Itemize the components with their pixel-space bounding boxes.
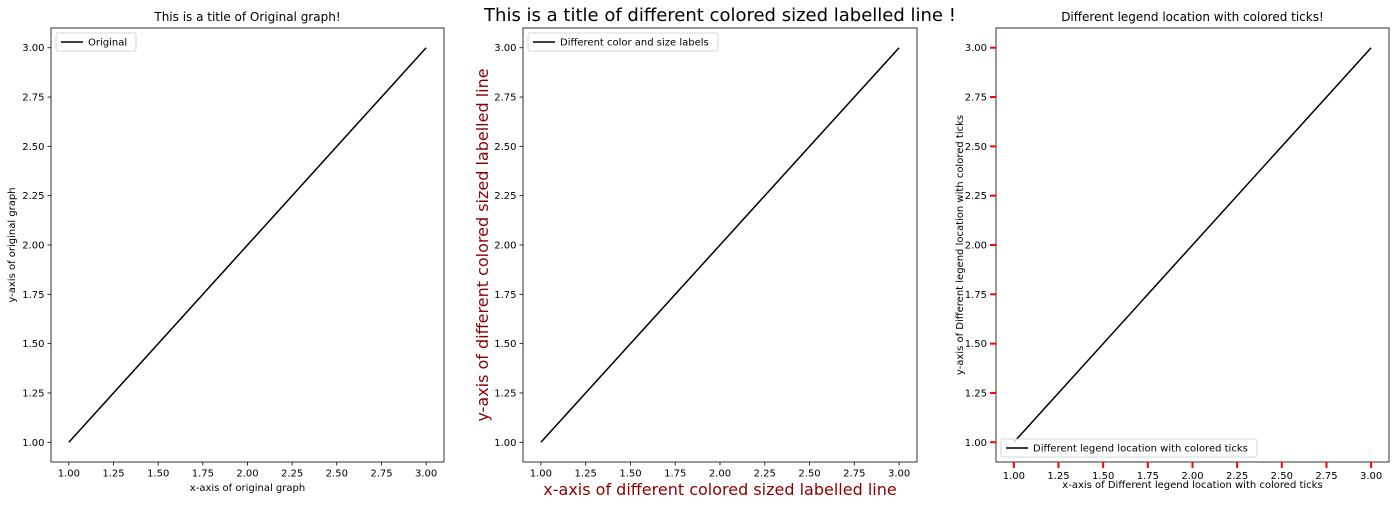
y-axis-label: y-axis of Different legend location with…	[955, 115, 966, 375]
y-tick-label: 2.25	[965, 191, 987, 202]
subplot-2: This is a title of different colored siz…	[473, 5, 956, 499]
x-tick-label: 1.00	[1003, 471, 1025, 482]
x-tick-label: 2.50	[326, 469, 348, 480]
y-tick-label: 2.50	[965, 142, 987, 153]
x-tick-label: 1.50	[147, 469, 169, 480]
x-tick-label: 2.00	[709, 469, 731, 480]
x-tick-label: 2.75	[843, 469, 865, 480]
legend-entry: Original	[88, 38, 127, 49]
x-tick-label: 2.50	[1271, 471, 1293, 482]
y-tick-label: 1.50	[965, 339, 987, 350]
y-tick-label: 1.25	[965, 388, 987, 399]
x-tick-label: 1.75	[1137, 471, 1159, 482]
series-line-1	[1013, 47, 1372, 443]
y-tick-label: 3.00	[494, 43, 516, 54]
x-tick-label: 2.25	[281, 469, 303, 480]
y-axis-label: y-axis of different colored sized labell…	[473, 68, 492, 421]
y-tick-label: 2.75	[494, 93, 516, 104]
series-line-1	[68, 47, 427, 443]
y-axis-label: y-axis of original graph	[7, 187, 18, 302]
y-tick-label: 2.25	[22, 191, 44, 202]
legend-box	[1000, 438, 1258, 458]
legend: Different color and size labels	[527, 32, 719, 52]
y-tick-label: 1.75	[494, 290, 516, 301]
y-tick-label: 1.50	[494, 339, 516, 350]
y-tick-label: 2.75	[22, 93, 44, 104]
y-tick-label: 1.00	[22, 438, 44, 449]
y-tick-label: 2.25	[494, 191, 516, 202]
y-tick-label: 3.00	[965, 43, 987, 54]
x-tick-label: 1.50	[619, 469, 641, 480]
y-tick-label: 2.50	[22, 142, 44, 153]
chart-title: This is a title of Original graph!	[153, 10, 340, 24]
y-tick-label: 1.00	[494, 438, 516, 449]
legend-entry: Different color and size labels	[560, 38, 709, 49]
x-tick-label: 2.75	[1315, 471, 1337, 482]
x-tick-label: 2.75	[370, 469, 392, 480]
y-tick-label: 2.00	[22, 241, 44, 252]
legend: Different legend location with colored t…	[1000, 438, 1258, 458]
chart-title: Different legend location with colored t…	[1061, 10, 1324, 24]
x-tick-label: 3.00	[1360, 471, 1382, 482]
y-tick-label: 2.75	[965, 93, 987, 104]
legend: Original	[55, 32, 137, 52]
x-axis-label: x-axis of original graph	[190, 483, 305, 494]
x-tick-label: 1.50	[1092, 471, 1114, 482]
y-tick-label: 1.00	[965, 438, 987, 449]
y-tick-label: 1.25	[494, 388, 516, 399]
x-tick-label: 3.00	[888, 469, 910, 480]
y-tick-label: 1.75	[965, 290, 987, 301]
x-tick-label: 1.75	[664, 469, 686, 480]
y-tick-label: 3.00	[22, 43, 44, 54]
x-tick-label: 2.00	[236, 469, 258, 480]
x-tick-label: 1.25	[575, 469, 597, 480]
subplot-3: Different legend location with colored t…	[955, 10, 1390, 491]
y-tick-label: 1.75	[22, 290, 44, 301]
x-tick-label: 2.00	[1181, 471, 1203, 482]
y-tick-label: 2.50	[494, 142, 516, 153]
y-tick-label: 1.25	[22, 388, 44, 399]
x-tick-label: 3.00	[415, 469, 437, 480]
x-axis-label: x-axis of Different legend location with…	[1062, 480, 1322, 491]
x-tick-label: 1.00	[58, 469, 80, 480]
subplot-1: This is a title of Original graph! 1.00 1.…	[7, 10, 445, 494]
x-tick-label: 2.50	[798, 469, 820, 480]
series-line-1	[540, 47, 900, 443]
x-tick-label: 1.25	[1047, 471, 1069, 482]
legend-box	[527, 32, 719, 52]
y-tick-label: 1.50	[22, 339, 44, 350]
y-tick-label: 2.00	[494, 241, 516, 252]
x-tick-label: 1.00	[530, 469, 552, 480]
x-tick-label: 1.25	[102, 469, 124, 480]
y-tick-label: 2.00	[965, 241, 987, 252]
chart-title: This is a title of different colored siz…	[483, 5, 956, 26]
x-tick-label: 1.75	[192, 469, 214, 480]
x-tick-label: 2.25	[754, 469, 776, 480]
x-axis-label: x-axis of different colored sized labell…	[543, 480, 896, 499]
legend-entry: Different legend location with colored t…	[1033, 444, 1248, 455]
legend-box	[55, 32, 137, 52]
x-tick-label: 2.25	[1226, 471, 1248, 482]
